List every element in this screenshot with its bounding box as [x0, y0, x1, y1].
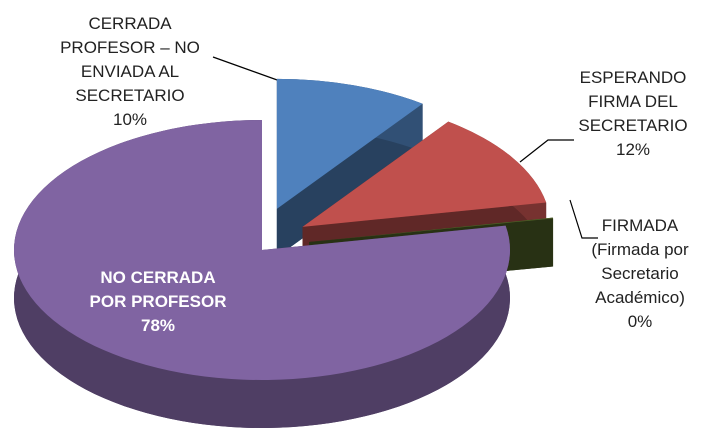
category-label: NO CERRADA POR PROFESOR — [89, 268, 227, 311]
slice-top — [276, 78, 423, 209]
value-label: 12% — [615, 140, 651, 159]
value-label: 78% — [140, 316, 176, 335]
slice-top — [302, 121, 547, 227]
slice-label: NO CERRADA POR PROFESOR 78% — [83, 266, 233, 338]
value-label: 10% — [112, 110, 148, 129]
slice-label: CERRADA PROFESOR – NO ENVIADA AL SECRETA… — [60, 12, 200, 132]
pie-slice — [13, 120, 511, 429]
slice-side — [276, 103, 423, 257]
slice-label: ESPERANDO FIRMA DEL SECRETARIO 12% — [574, 66, 692, 162]
category-label: CERRADA PROFESOR – NO ENVIADA AL SECRETA… — [60, 14, 200, 105]
leader-line — [569, 199, 598, 239]
value-label: 0% — [627, 312, 653, 331]
category-label: FIRMADA (Firmada por Secretario Académic… — [591, 216, 689, 307]
leader-line — [519, 139, 574, 163]
slice-label: FIRMADA (Firmada por Secretario Académic… — [583, 214, 697, 334]
slice-top — [13, 120, 510, 380]
category-label: ESPERANDO FIRMA DEL SECRETARIO — [578, 68, 688, 135]
slice-top — [309, 217, 554, 243]
